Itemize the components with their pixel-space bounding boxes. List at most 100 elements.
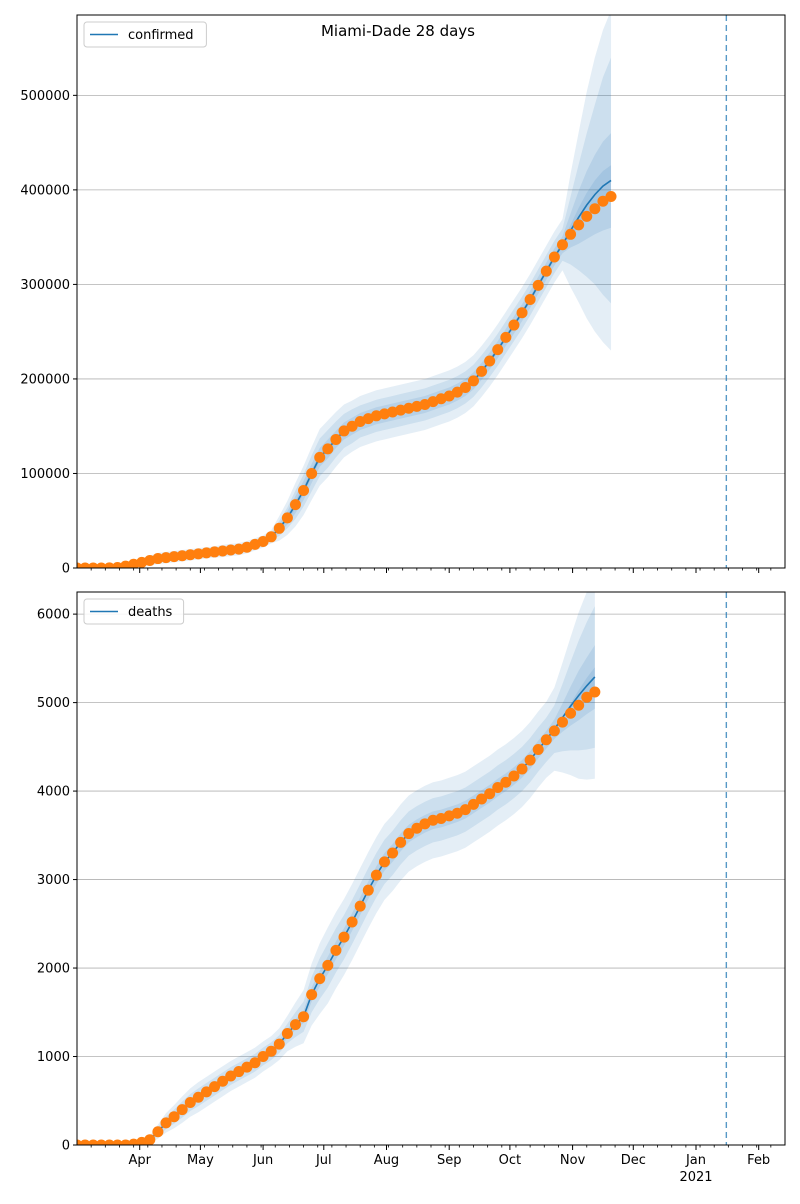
- observed-point: [87, 1139, 99, 1145]
- observed-point: [597, 195, 609, 207]
- observed-point: [241, 1061, 253, 1073]
- observed-point: [144, 1134, 156, 1145]
- observed-point: [200, 547, 212, 559]
- observed-point: [330, 433, 342, 445]
- uncertainty-band: [77, 165, 612, 568]
- observed-point: [605, 191, 617, 202]
- observed-point: [87, 562, 99, 568]
- observed-point: [346, 420, 358, 432]
- figure-title: Miami-Dade 28 days: [321, 22, 475, 40]
- x-tick-label: Aug: [374, 1153, 399, 1168]
- observed-point: [330, 944, 342, 956]
- observed-point: [411, 822, 423, 834]
- uncertainty-band: [77, 133, 612, 568]
- observed-point: [209, 546, 221, 558]
- observed-point: [565, 228, 577, 240]
- observed-point: [524, 754, 536, 766]
- observed-point: [500, 331, 512, 343]
- observed-point: [370, 869, 382, 881]
- observed-point: [176, 550, 188, 562]
- observed-point: [289, 499, 301, 511]
- observed-point: [160, 1117, 172, 1129]
- observed-point: [500, 776, 512, 788]
- observed-point: [589, 203, 601, 215]
- observed-point: [467, 375, 479, 387]
- observed-point: [168, 1111, 180, 1123]
- observed-point: [346, 916, 358, 928]
- observed-point: [160, 552, 172, 564]
- observed-point: [225, 1070, 237, 1082]
- observed-point: [184, 549, 196, 561]
- observed-point: [79, 1139, 91, 1145]
- observed-point: [492, 782, 504, 794]
- observed-point: [524, 294, 536, 306]
- observed-point: [298, 1011, 310, 1023]
- observed-point: [281, 512, 293, 524]
- observed-point: [314, 451, 326, 463]
- fit-line: [77, 179, 612, 568]
- x-tick-label: Jun: [252, 1153, 273, 1168]
- y-tick-label: 200000: [20, 372, 70, 387]
- observed-point: [548, 251, 560, 263]
- observed-point: [265, 1045, 277, 1057]
- legend-box: [83, 21, 207, 48]
- observed-point: [314, 973, 326, 985]
- observed-point: [200, 1086, 212, 1098]
- observed-point: [192, 1091, 204, 1103]
- y-tick-label: 4000: [37, 785, 70, 800]
- observed-point: [403, 828, 415, 840]
- observed-point: [152, 553, 164, 565]
- observed-point: [273, 522, 285, 534]
- observed-point: [298, 484, 310, 496]
- y-tick-label: 500000: [20, 89, 70, 104]
- observed-point: [573, 219, 585, 231]
- y-tick-label: 5000: [37, 696, 70, 711]
- axes-frame: [76, 14, 786, 569]
- observed-point: [532, 279, 544, 291]
- observed-point: [120, 560, 132, 568]
- observed-point: [581, 691, 593, 703]
- observed-point: [459, 804, 471, 816]
- observed-point: [95, 562, 107, 568]
- observed-point: [338, 425, 350, 437]
- x-tick-label: Jan: [685, 1153, 706, 1168]
- observed-point: [184, 1097, 196, 1109]
- observed-point: [257, 536, 269, 548]
- observed-point: [476, 365, 488, 377]
- observed-point: [540, 265, 552, 277]
- observed-point: [378, 856, 390, 868]
- y-tick-label: 2000: [37, 962, 70, 977]
- plot-area: [77, 15, 617, 568]
- observed-point: [492, 344, 504, 356]
- observed-point: [265, 531, 277, 543]
- observed-point: [79, 562, 91, 568]
- observed-point: [306, 467, 318, 479]
- observed-point: [532, 743, 544, 755]
- y-tick-label: 0: [62, 562, 70, 577]
- uncertainty-band: [77, 606, 595, 1145]
- legend-label: confirmed: [128, 28, 194, 43]
- uncertainty-band: [77, 57, 612, 568]
- observed-point: [581, 210, 593, 222]
- observed-point: [152, 1126, 164, 1138]
- observed-point: [573, 699, 585, 711]
- observed-point: [476, 793, 488, 805]
- x-tick-label: Nov: [560, 1153, 586, 1168]
- observed-point: [217, 1075, 229, 1087]
- y-tick-label: 400000: [20, 183, 70, 198]
- uncertainty-band: [77, 645, 595, 1145]
- observed-point: [362, 884, 374, 896]
- observed-point: [548, 725, 560, 737]
- x-tick-label: Feb: [747, 1153, 770, 1168]
- observed-point: [459, 381, 471, 393]
- observed-point: [467, 798, 479, 810]
- observed-point: [322, 443, 334, 455]
- observed-point: [484, 355, 496, 367]
- observed-point: [289, 1019, 301, 1031]
- x-tick-label: May: [187, 1153, 214, 1168]
- x-tick-label: Sep: [437, 1153, 462, 1168]
- x-tick-label: Jul: [315, 1153, 332, 1168]
- observed-point: [273, 1038, 285, 1050]
- observed-point: [508, 770, 520, 782]
